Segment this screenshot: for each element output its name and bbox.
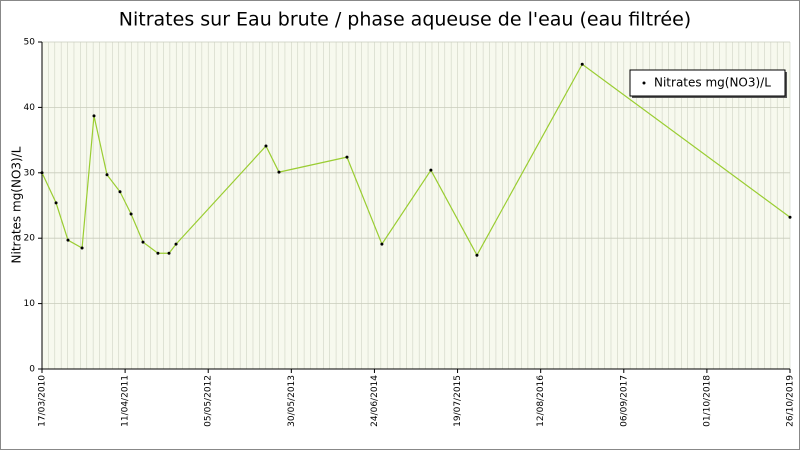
y-tick-label: 10 <box>24 299 36 309</box>
point <box>580 62 584 66</box>
x-tick-label: 01/10/2018 <box>702 375 712 427</box>
point <box>66 238 70 242</box>
point <box>92 114 96 118</box>
point <box>429 168 433 172</box>
point <box>345 155 349 159</box>
x-tick-label: 30/05/2013 <box>287 375 297 427</box>
x-tick-label: 06/09/2017 <box>619 375 629 427</box>
y-axis-label: Nitrates mg(NO3)/L <box>10 146 24 263</box>
point <box>167 251 171 255</box>
point <box>80 246 84 250</box>
chart-title: Nitrates sur Eau brute / phase aqueuse d… <box>119 9 691 31</box>
x-tick-label: 26/10/2019 <box>786 375 796 427</box>
x-tick-label: 12/08/2016 <box>536 375 546 427</box>
series-line <box>41 63 791 257</box>
legend-label: Nitrates mg(NO3)/L <box>654 76 771 90</box>
y-tick-label: 20 <box>24 234 36 244</box>
x-tick-label: 24/06/2014 <box>370 375 380 427</box>
point <box>156 251 160 255</box>
point <box>40 171 44 175</box>
point <box>788 215 792 219</box>
point <box>174 242 178 246</box>
y-tick-label: 30 <box>24 168 36 178</box>
y-tick-label: 50 <box>24 38 36 48</box>
y-tick-label: 0 <box>29 365 35 375</box>
legend <box>629 69 786 97</box>
legend-marker <box>642 81 646 85</box>
x-tick-label: 11/04/2011 <box>121 375 131 427</box>
point <box>54 201 58 205</box>
y-tick-label: 40 <box>24 103 36 113</box>
point <box>277 170 281 174</box>
point <box>380 242 384 246</box>
x-tick-label: 19/07/2015 <box>453 375 463 427</box>
point <box>264 144 268 148</box>
point <box>105 173 109 177</box>
x-tick-label: 17/03/2010 <box>38 375 48 427</box>
point <box>141 240 145 244</box>
point <box>475 253 479 257</box>
x-tick-label: 05/05/2012 <box>204 375 214 427</box>
point <box>129 212 133 216</box>
point <box>118 190 122 194</box>
